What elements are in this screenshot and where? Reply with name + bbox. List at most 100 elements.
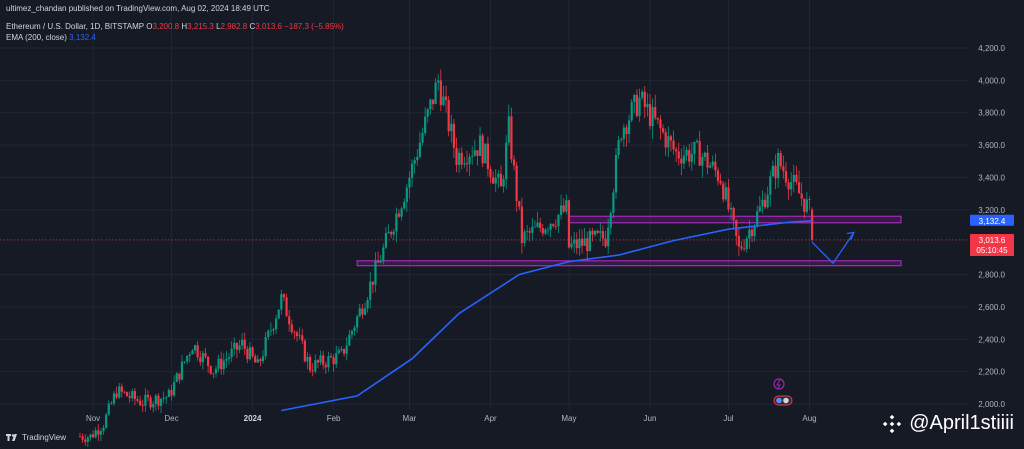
- candle-body: [214, 368, 218, 374]
- y-tick-label: 4,000.0: [978, 76, 1005, 85]
- candle-body: [758, 206, 761, 212]
- candle-body: [131, 391, 134, 399]
- candle-body: [695, 140, 699, 143]
- candle-body: [285, 297, 288, 317]
- candle-body: [361, 308, 364, 315]
- candle-body: [337, 350, 340, 354]
- price-label-box: [970, 214, 1014, 226]
- x-tick-label: May: [561, 414, 576, 423]
- candle-body: [91, 434, 95, 438]
- price-axis[interactable]: 4,200.0 4,000.0 3,800.0 3,600.0 3,400.0 3,200…: [978, 44, 1005, 409]
- y-tick-label: 2,600.0: [978, 303, 1005, 312]
- candle-body: [128, 396, 131, 399]
- candle-body: [227, 357, 231, 359]
- candle-body: [601, 231, 605, 239]
- candle-body: [217, 358, 220, 369]
- ema-label[interactable]: EMA (200, close): [6, 33, 67, 42]
- candle-body: [405, 187, 408, 203]
- candle-body: [125, 392, 129, 397]
- ema-legend[interactable]: EMA (200, close) 3,132.4: [6, 33, 96, 42]
- candle-body: [298, 335, 301, 337]
- candle-body: [515, 165, 518, 201]
- candle-body: [607, 227, 610, 247]
- candle-body: [630, 101, 633, 121]
- candle-body: [159, 398, 163, 406]
- tradingview-logo-icon: [6, 434, 17, 441]
- candle-body: [212, 373, 215, 374]
- candle-body: [107, 403, 110, 415]
- candle-body: [152, 403, 155, 408]
- candle-body: [811, 209, 814, 240]
- time-axis[interactable]: Nov Dec 2024 Feb Mar Apr May Jun Jul Aug: [86, 414, 817, 423]
- candle-body: [578, 238, 581, 249]
- candle-body: [256, 359, 259, 363]
- candle-body: [81, 436, 84, 440]
- candle-body: [99, 431, 103, 435]
- y-tick-label: 2,800.0: [978, 271, 1005, 280]
- candle-body: [269, 330, 272, 332]
- candle-body: [306, 356, 309, 362]
- candle-body: [319, 355, 322, 363]
- candle-body: [748, 229, 751, 239]
- candle-body: [295, 332, 299, 337]
- candle-body: [573, 239, 576, 244]
- binance-square-logo-icon: [883, 414, 902, 433]
- candle-body: [680, 158, 683, 164]
- x-tick-label: Nov: [86, 414, 100, 423]
- candle-body: [779, 153, 782, 167]
- candle-body: [667, 136, 670, 148]
- candle-body: [520, 206, 523, 244]
- candle-body: [638, 97, 641, 117]
- event-icons[interactable]: [773, 378, 793, 406]
- candle-body: [544, 229, 547, 234]
- candle-body: [94, 430, 97, 438]
- candle-body: [745, 238, 748, 249]
- candle-body: [369, 281, 372, 300]
- symbol-name[interactable]: Ethereum / U.S. Dollar, 1D, BITSTAMP: [6, 22, 144, 31]
- x-tick-label: Mar: [403, 414, 417, 423]
- candle-body: [690, 153, 693, 162]
- candle-body: [484, 143, 487, 164]
- watermark-text: @April1stiiii: [909, 412, 1014, 434]
- candle-body: [706, 152, 709, 168]
- symbol-legend[interactable]: Ethereum / U.S. Dollar, 1D, BITSTAMP O3,…: [6, 22, 344, 31]
- candle-body: [248, 347, 252, 360]
- price-labels: 3,132.4 3,013.605:10:45: [970, 214, 1014, 256]
- candle-body: [288, 316, 291, 325]
- candle-body: [622, 127, 625, 140]
- candle-body: [570, 243, 573, 248]
- y-tick-label: 3,600.0: [978, 141, 1005, 150]
- candle-body: [486, 143, 489, 170]
- candle-body: [105, 414, 108, 428]
- candle-body: [235, 342, 238, 350]
- candle-body: [442, 96, 445, 106]
- x-tick-label: Apr: [484, 414, 497, 423]
- price-label-text: 3,132.4: [979, 217, 1006, 226]
- candle-body: [711, 161, 714, 166]
- candle-body: [659, 119, 662, 129]
- candle-body: [784, 171, 788, 183]
- candle-body: [771, 165, 774, 177]
- candle-body: [675, 149, 678, 152]
- candle-body: [769, 176, 772, 195]
- candle-body: [612, 192, 615, 213]
- y-tick-label: 3,400.0: [978, 173, 1005, 182]
- lower-zone: [356, 260, 902, 267]
- candle-body: [489, 169, 492, 178]
- candle-body: [646, 103, 649, 108]
- candle-body: [497, 173, 500, 178]
- candles: [78, 69, 814, 447]
- candle-body: [115, 393, 118, 398]
- candle-body: [418, 142, 422, 157]
- flash-event-icon[interactable]: [773, 378, 785, 390]
- candle-body: [554, 225, 557, 227]
- flag-us-icon: [776, 397, 782, 404]
- candle-body: [787, 182, 790, 190]
- candle-body: [541, 228, 544, 234]
- candle-body: [259, 359, 262, 362]
- candle-body: [316, 360, 320, 363]
- candle-body: [97, 430, 100, 435]
- candle-body: [703, 152, 707, 157]
- candle-body: [363, 308, 367, 315]
